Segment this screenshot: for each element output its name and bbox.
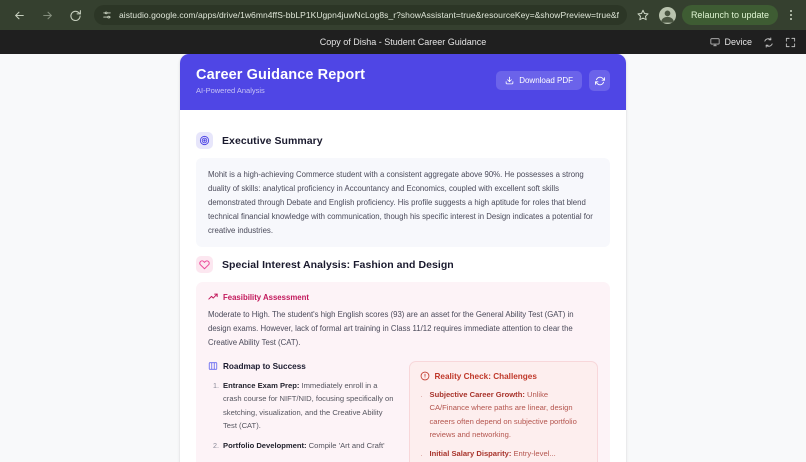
roadmap-header: Roadmap to Success	[208, 361, 398, 371]
profile-avatar	[661, 10, 674, 23]
address-bar[interactable]: aistudio.google.com/apps/drive/1w6mn4ffS…	[94, 5, 627, 25]
back-arrow-icon	[14, 11, 24, 19]
url-text: aistudio.google.com/apps/drive/1w6mn4ffS…	[119, 10, 619, 20]
forward-arrow-icon	[42, 11, 52, 19]
reality-check-heading: Reality Check: Challenges	[434, 371, 537, 381]
report-header-titles: Career Guidance Report AI-Powered Analys…	[196, 67, 365, 95]
section-executive-summary-header: Executive Summary	[196, 132, 610, 149]
report-body: Executive Summary Mohit is a high-achiev…	[180, 110, 626, 462]
bookmark-button[interactable]	[633, 5, 653, 25]
refresh-icon	[594, 76, 605, 85]
list-item: Portfolio Development: Compile 'Art and …	[221, 439, 398, 452]
roadmap-item-title: Entrance Exam Prep:	[223, 381, 300, 390]
executive-summary-text: Mohit is a high-achieving Commerce stude…	[208, 170, 593, 235]
list-item: Initial Salary Disparity: Entry-level...	[430, 447, 588, 460]
avatar[interactable]	[658, 6, 676, 24]
tune-icon[interactable]	[102, 10, 112, 20]
executive-summary-heading: Executive Summary	[222, 134, 323, 147]
special-interest-heading: Special Interest Analysis: Fashion and D…	[222, 258, 454, 271]
roadmap-reality-columns: Roadmap to Success Entrance Exam Prep: I…	[208, 361, 598, 462]
page-subtitle: AI-Powered Analysis	[196, 86, 265, 95]
roadmap-column: Roadmap to Success Entrance Exam Prep: I…	[208, 361, 398, 460]
roadmap-heading: Roadmap to Success	[223, 361, 306, 371]
kebab-dot	[790, 14, 792, 16]
monitor-icon	[710, 37, 721, 47]
browser-toolbar: aistudio.google.com/apps/drive/1w6mn4ffS…	[0, 0, 806, 30]
download-icon	[505, 76, 514, 85]
reality-check-card: Reality Check: Challenges Subjective Car…	[408, 361, 598, 462]
fullscreen-button[interactable]	[785, 37, 796, 48]
reality-item-text: Entry-level...	[511, 449, 556, 459]
browser-menu-button[interactable]	[784, 5, 798, 25]
download-pdf-label: Download PDF	[519, 76, 573, 85]
reality-item-text: Unlike CA/Finance where paths are linear…	[429, 390, 577, 440]
feasibility-assessment-header: Feasibility Assessment	[208, 292, 598, 302]
rotate-icon	[764, 36, 773, 48]
download-pdf-button[interactable]: Download PDF	[496, 71, 582, 90]
list-item: Entrance Exam Prep: Immediately enroll i…	[221, 379, 398, 432]
app-viewport: Career Guidance Report AI-Powered Analys…	[0, 54, 806, 462]
device-label: Device	[724, 37, 752, 47]
rotate-button[interactable]	[763, 36, 774, 48]
app-toolbar: Copy of Disha - Student Career Guidance …	[0, 30, 806, 54]
reality-check-header: Reality Check: Challenges	[420, 371, 588, 381]
back-button[interactable]	[8, 4, 30, 26]
relaunch-label: Relaunch to update	[690, 10, 769, 20]
section-special-interest-header: Special Interest Analysis: Fashion and D…	[196, 256, 610, 274]
trending-up-icon	[208, 293, 218, 300]
book-icon	[208, 361, 218, 371]
feasibility-text: Moderate to High. The student's high Eng…	[208, 310, 574, 348]
reload-icon	[69, 9, 81, 21]
refresh-report-button[interactable]	[589, 70, 610, 91]
star-icon	[637, 9, 649, 21]
reload-button[interactable]	[64, 4, 86, 26]
roadmap-list: Entrance Exam Prep: Immediately enroll i…	[208, 379, 398, 453]
device-toggle-button[interactable]: Device	[710, 37, 752, 47]
list-item: Subjective Career Growth: Unlike CA/Fina…	[430, 388, 588, 441]
reality-item-title: Initial Salary Disparity:	[429, 449, 512, 459]
target-icon	[196, 132, 213, 149]
special-interest-panel: Feasibility Assessment Moderate to High.…	[196, 282, 610, 462]
reality-check-column: Reality Check: Challenges Subjective Car…	[408, 361, 598, 462]
heart-icon	[196, 256, 213, 274]
reality-check-list: Subjective Career Growth: Unlike CA/Fina…	[420, 388, 588, 461]
relaunch-to-update-button[interactable]: Relaunch to update	[681, 5, 778, 25]
roadmap-item-text: Compile 'Art and Craft'	[306, 441, 385, 451]
forward-button[interactable]	[36, 4, 58, 26]
feasibility-label: Feasibility Assessment	[223, 292, 309, 302]
page-title: Career Guidance Report	[196, 67, 365, 83]
career-guidance-report-card: Career Guidance Report AI-Powered Analys…	[180, 54, 626, 462]
roadmap-item-text: Immediately enroll in a crash course for…	[223, 381, 394, 431]
app-toolbar-actions: Device	[710, 36, 796, 48]
alert-circle-icon	[420, 371, 429, 381]
report-header: Career Guidance Report AI-Powered Analys…	[180, 54, 626, 110]
kebab-dot	[790, 18, 792, 20]
reality-item-title: Subjective Career Growth:	[429, 390, 525, 399]
kebab-dot	[790, 10, 792, 12]
report-header-actions: Download PDF	[496, 67, 610, 91]
executive-summary-box: Mohit is a high-achieving Commerce stude…	[196, 158, 610, 248]
expand-icon	[785, 37, 796, 47]
roadmap-item-title: Portfolio Development:	[223, 441, 307, 451]
document-title: Copy of Disha - Student Career Guidance	[319, 37, 487, 47]
